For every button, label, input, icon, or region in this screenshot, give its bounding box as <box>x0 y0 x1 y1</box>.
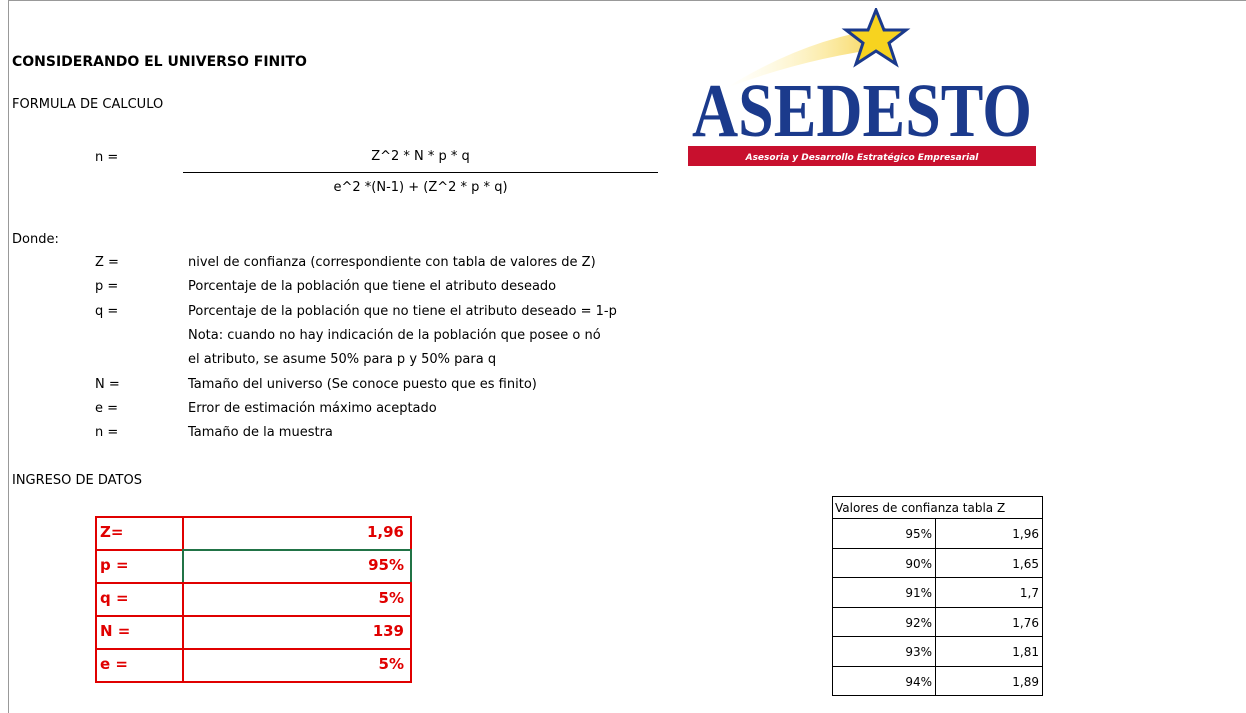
swoosh <box>726 28 886 88</box>
definition-text: el atributo, se asume 50% para p y 50% p… <box>188 352 497 368</box>
definition-text: Porcentaje de la población que tiene el … <box>188 279 557 295</box>
input-value: 1,96 <box>182 516 412 551</box>
definition-text: Tamaño del universo (Se conoce puesto qu… <box>188 376 537 392</box>
z-confidence: 94% <box>832 665 936 696</box>
input-value: 5% <box>182 582 412 617</box>
formula-denominator: e^2 *(N-1) + (Z^2 * p * q) <box>333 180 508 195</box>
z-confidence: 95% <box>832 518 936 549</box>
z-value: 1,76 <box>935 606 1043 637</box>
z-confidence: 93% <box>832 636 936 667</box>
z-confidence: 92% <box>832 606 936 637</box>
definition-text: Porcentaje de la población que no tiene … <box>188 303 617 319</box>
z-confidence: 90% <box>832 547 936 578</box>
definition-symbol: e = <box>95 400 119 416</box>
definition-text: Nota: cuando no hay indicación de la pob… <box>188 327 601 343</box>
definition-text: nivel de confianza (correspondiente con … <box>188 255 596 270</box>
input-value: 139 <box>182 615 412 650</box>
input-label: Z= <box>95 516 184 551</box>
input-label: p = <box>95 549 184 584</box>
formula-heading: FORMULA DE CALCULO <box>12 97 164 112</box>
z-value: 1,7 <box>935 577 1043 608</box>
z-value: 1,65 <box>935 547 1043 578</box>
logo-banner <box>688 146 1036 166</box>
definition-symbol: n = <box>95 425 119 441</box>
input-label: N = <box>95 615 184 650</box>
definition-text: Error de estimación máximo aceptado <box>188 400 437 416</box>
formula-lhs: n = <box>95 150 119 165</box>
star <box>841 8 911 68</box>
title: CONSIDERANDO EL UNIVERSO FINITO <box>12 54 307 70</box>
logo-name: ASEDESTO <box>692 69 1032 153</box>
definition-symbol: Z = <box>95 255 119 270</box>
z-value: 1,96 <box>935 518 1043 549</box>
input-heading: INGRESO DE DATOS <box>12 473 142 488</box>
formula-numerator: Z^2 * N * p * q <box>371 149 470 164</box>
definition-symbol: p = <box>95 279 119 295</box>
definition-text: Tamaño de la muestra <box>188 425 333 441</box>
z-value: 1,81 <box>935 636 1043 667</box>
sheet-frame <box>8 0 1246 713</box>
input-label: q = <box>95 582 184 617</box>
z-confidence: 91% <box>832 577 936 608</box>
z-table-header: Valores de confianza tabla Z <box>832 496 1043 519</box>
input-value[interactable]: 95% <box>182 549 412 584</box>
definitions-heading: Donde: <box>12 232 59 247</box>
definition-symbol: N = <box>95 376 120 392</box>
z-value: 1,89 <box>935 665 1043 696</box>
definition-symbol: q = <box>95 303 119 319</box>
input-label: e = <box>95 648 184 683</box>
input-value: 5% <box>182 648 412 683</box>
logo-tagline: Asesoria y Desarrollo Estratégico Empres… <box>745 152 980 163</box>
logo: ASEDESTO Asesoria y Desarrollo Estratégi… <box>688 8 1036 166</box>
fraction-line <box>183 172 658 173</box>
